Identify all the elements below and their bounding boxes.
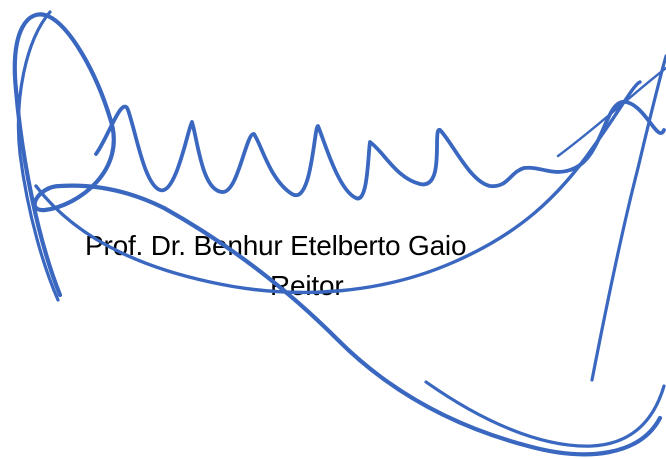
signature-stroke-left-curve [16, 10, 60, 302]
signature-stroke-main-loop [12, 12, 663, 457]
signature-stroke-right-thin [556, 66, 666, 158]
signer-name: Prof. Dr. Benhur Etelberto Gaio [85, 230, 467, 261]
signature-stroke-lower-sweep [34, 80, 642, 295]
signature-stroke-peaks [94, 100, 666, 200]
signature-stroke-right-rising [590, 54, 666, 382]
signature-stroke-right-bottom [424, 380, 666, 448]
signer-title: Reitor [270, 270, 344, 301]
